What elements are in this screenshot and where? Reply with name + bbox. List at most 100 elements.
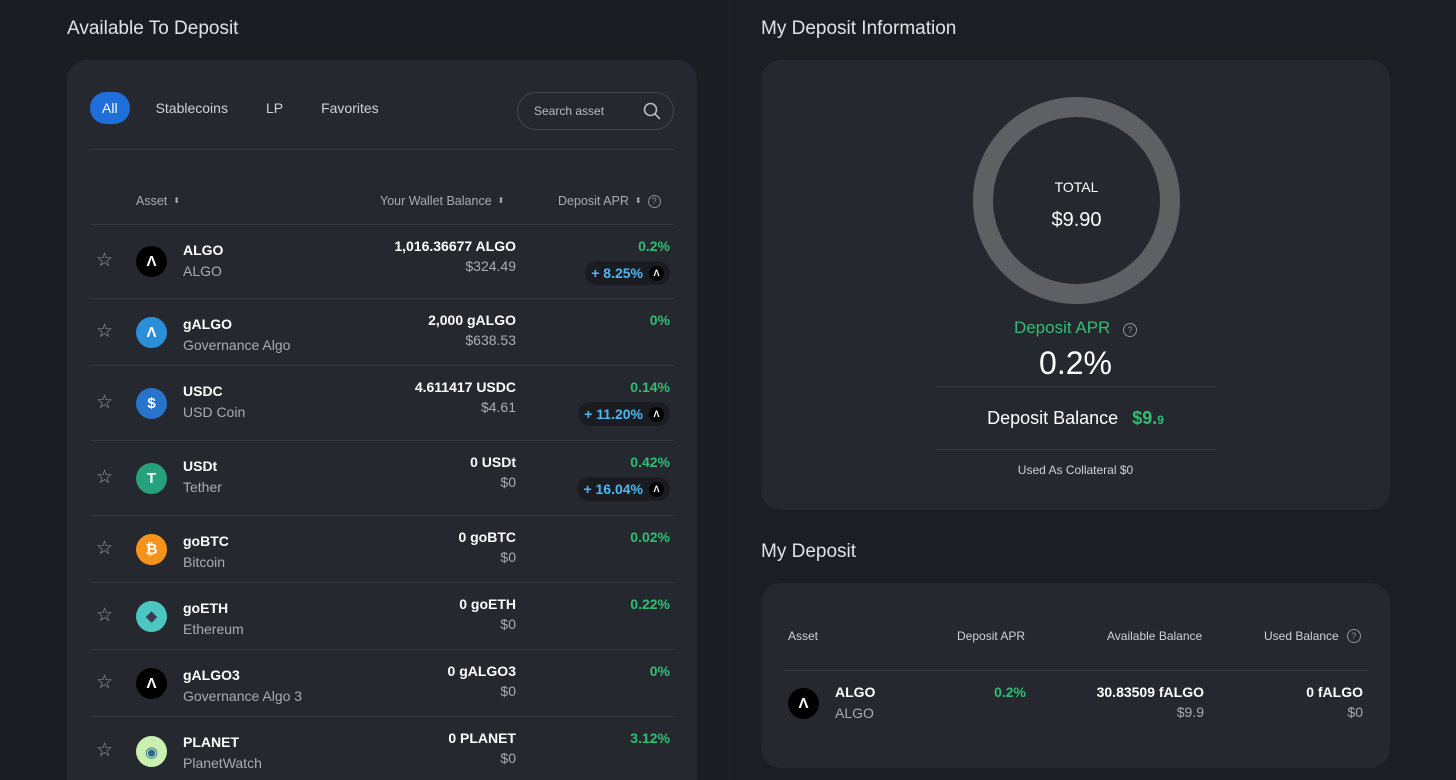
deposit-column-asset: Asset xyxy=(788,629,819,643)
asset-row-planet[interactable]: ☆ ◉ PLANET PlanetWatch 0 PLANET $0 3.12% xyxy=(90,716,674,780)
help-icon[interactable]: ? xyxy=(1123,323,1138,337)
filter-tab-favorites[interactable]: Favorites xyxy=(321,100,379,116)
wallet-balance-usd: $0 xyxy=(500,549,516,565)
favorite-star-icon[interactable]: ☆ xyxy=(96,671,114,693)
asset-symbol: ALGO xyxy=(183,242,224,258)
wallet-balance-usd: $0 xyxy=(500,616,516,632)
asset-name: Tether xyxy=(183,479,222,495)
deposit-apr: 0% xyxy=(649,312,670,328)
deposit-balance-label: Deposit Balance xyxy=(987,408,1119,428)
total-value: $9.90 xyxy=(1051,209,1102,231)
deposit-asset-name: ALGO xyxy=(835,705,874,721)
deposit-column-used-label: Used Balance xyxy=(1264,629,1339,643)
deposit-available-usd: $9.9 xyxy=(1176,704,1204,720)
wallet-balance: 1,016.36677 ALGO xyxy=(394,238,516,254)
my-deposit-information-title: My Deposit Information xyxy=(761,18,957,39)
deposit-column-available: Available Balance xyxy=(1107,629,1203,643)
total-label: TOTAL xyxy=(1054,179,1099,195)
filter-tab-lp[interactable]: LP xyxy=(265,100,284,116)
my-deposit-card: Asset Deposit APR Available Balance Used… xyxy=(761,583,1390,768)
asset-name: Governance Algo 3 xyxy=(183,688,303,704)
deposit-used-usd: $0 xyxy=(1347,704,1363,720)
deposit-asset-symbol: ALGO xyxy=(835,684,876,700)
favorite-star-icon[interactable]: ☆ xyxy=(96,740,114,761)
deposit-column-used: Used Balance ? xyxy=(1264,629,1361,643)
coin-icon: T xyxy=(136,462,167,494)
favorite-star-icon[interactable]: ☆ xyxy=(96,537,114,559)
available-to-deposit-card: All Stablecoins LP Favorites Asset ⬍ You… xyxy=(67,60,697,780)
help-icon[interactable]: ? xyxy=(647,194,661,208)
wallet-balance-usd: $324.49 xyxy=(465,258,516,274)
reward-boost-value: + 11.20% xyxy=(584,406,643,422)
coin-icon: Λ xyxy=(136,667,167,699)
wallet-balance: 0 USDt xyxy=(470,454,516,470)
asset-symbol: goETH xyxy=(183,600,229,616)
wallet-balance: 0 PLANET xyxy=(448,730,516,746)
deposit-apr: 0.02% xyxy=(630,529,670,545)
total-donut-chart: TOTAL $9.90 xyxy=(973,97,1180,304)
asset-name: Ethereum xyxy=(183,621,244,637)
favorite-star-icon[interactable]: ☆ xyxy=(96,320,114,342)
column-header-asset[interactable]: Asset ⬍ xyxy=(136,194,180,208)
available-to-deposit-title: Available To Deposit xyxy=(67,18,239,39)
wallet-balance: 0 gALGO3 xyxy=(447,663,516,679)
my-deposit-title: My Deposit xyxy=(761,541,857,562)
algo-reward-icon: Λ xyxy=(649,265,664,281)
deposit-apr-value: 0.2% xyxy=(1039,345,1112,381)
asset-symbol: goBTC xyxy=(183,533,229,549)
favorite-star-icon[interactable]: ☆ xyxy=(96,466,114,488)
asset-symbol: gALGO3 xyxy=(183,667,240,683)
reward-boost-badge[interactable]: + 8.25% Λ xyxy=(585,261,670,285)
asset-symbol: USDt xyxy=(183,458,218,474)
asset-name: Governance Algo xyxy=(183,337,291,353)
column-header-apr-label: Deposit APR xyxy=(558,194,629,208)
deposit-apr: 3.12% xyxy=(630,730,670,746)
column-header-wallet-balance[interactable]: Your Wallet Balance ⬍ xyxy=(380,194,504,208)
deposit-table-divider xyxy=(784,670,1368,671)
filter-tab-stablecoins[interactable]: Stablecoins xyxy=(155,100,228,116)
filter-tab-all[interactable]: All xyxy=(90,92,130,124)
column-header-wallet-label: Your Wallet Balance xyxy=(380,194,492,208)
deposit-apr: 0% xyxy=(649,663,670,679)
asset-name: USD Coin xyxy=(183,404,246,420)
deposit-information-card: TOTAL $9.90 Deposit APR ? 0.2% Deposit B… xyxy=(761,60,1390,510)
column-header-deposit-apr[interactable]: Deposit APR ⬍ ? xyxy=(558,194,661,208)
deposit-apr: 0.2% xyxy=(638,238,670,254)
deposit-balance: Deposit Balance $9.9 xyxy=(761,408,1390,429)
reward-boost-badge[interactable]: + 16.04% Λ xyxy=(577,477,670,501)
reward-boost-badge[interactable]: + 11.20% Λ xyxy=(578,402,670,426)
deposit-apr-label: Deposit APR xyxy=(1013,318,1111,337)
asset-row-goeth[interactable]: ☆ ◆ goETH Ethereum 0 goETH $0 0.22% xyxy=(90,582,674,649)
favorite-star-icon[interactable]: ☆ xyxy=(96,250,114,271)
deposit-column-apr: Deposit APR xyxy=(957,629,1026,643)
asset-row-gobtc[interactable]: ☆ ₿ goBTC Bitcoin 0 goBTC $0 0.02% xyxy=(90,515,674,582)
coin-icon: Λ xyxy=(136,316,167,348)
deposit-balance-value: $9.9 xyxy=(1132,408,1164,428)
asset-row-usdt[interactable]: ☆ T USDt Tether 0 USDt $0 0.42% + 16.04% Λ xyxy=(90,440,674,515)
filter-divider xyxy=(90,149,674,150)
search-icon[interactable] xyxy=(643,102,661,120)
favorite-star-icon[interactable]: ☆ xyxy=(96,391,114,413)
algo-reward-icon: Λ xyxy=(649,481,664,497)
wallet-balance: 2,000 gALGO xyxy=(428,312,516,328)
deposit-asset-apr: 0.2% xyxy=(994,684,1026,700)
favorite-star-icon[interactable]: ☆ xyxy=(96,604,114,626)
wallet-balance-usd: $638.53 xyxy=(465,332,516,348)
search-input[interactable] xyxy=(534,104,634,118)
coin-icon: $ xyxy=(136,387,167,419)
asset-row-algo[interactable]: ☆ Λ ALGO ALGO 1,016.36677 ALGO $324.49 0.2% + 8… xyxy=(90,224,674,298)
asset-row-usdc[interactable]: ☆ $ USDC USD Coin 4.611417 USDC $4.61 0.14% + 1… xyxy=(90,365,674,440)
reward-boost-value: + 8.25% xyxy=(591,265,643,281)
help-icon[interactable]: ? xyxy=(1346,629,1361,643)
asset-name: PlanetWatch xyxy=(183,755,262,771)
sort-icon: ⬍ xyxy=(173,196,180,205)
filter-tabs: All Stablecoins LP Favorites xyxy=(90,92,391,124)
wallet-balance: 0 goETH xyxy=(459,596,516,612)
search-box xyxy=(517,92,674,130)
asset-symbol: gALGO xyxy=(183,316,232,332)
asset-name: Bitcoin xyxy=(183,554,226,570)
deposit-used-balance: 0 fALGO xyxy=(1306,684,1363,700)
deposit-balance-decimal: 9 xyxy=(1157,413,1164,427)
